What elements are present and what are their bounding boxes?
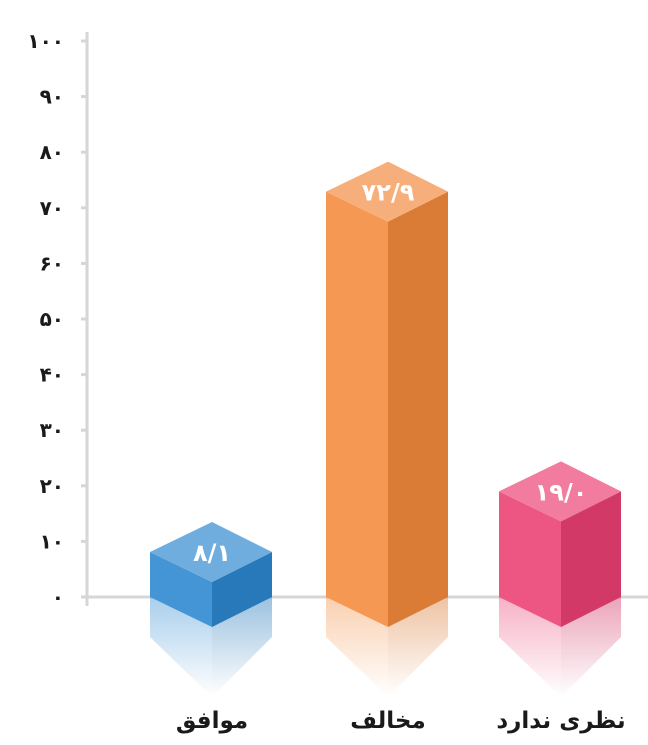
bar-front-face	[326, 191, 388, 627]
bar-value-label: ۱۹/۰	[535, 478, 588, 506]
bar-front-face	[150, 551, 212, 627]
bar: ۷۲/۹	[326, 161, 448, 627]
category-labels: موافق مخالف نظری ندارد	[176, 708, 626, 734]
bar-value-label: ۸/۱	[193, 539, 231, 567]
bar-value-label: ۷۲/۹	[362, 179, 415, 207]
category-label: نظری ندارد	[496, 708, 625, 734]
bar-top-face	[150, 521, 272, 582]
y-tick-label: ۱۰	[40, 529, 64, 553]
bar: ۱۹/۰	[499, 461, 621, 627]
bars: ۸/۱ ۷۲/۹ ۱۹/۰	[150, 161, 621, 627]
category-label: مخالف	[350, 708, 425, 734]
y-tick-label: ۱۰۰	[27, 29, 64, 53]
y-tick-label: ۴۰	[40, 363, 64, 387]
y-tick-label: ۶۰	[40, 251, 64, 275]
category-label: موافق	[176, 708, 248, 734]
bar-side-face	[212, 551, 272, 627]
y-axis-ticks: ۰ ۱۰ ۲۰ ۳۰ ۴۰ ۵۰ ۶۰ ۷۰ ۸۰ ۹۰ ۱۰۰	[27, 29, 87, 609]
bar-side-face	[561, 491, 621, 627]
y-tick-label: ۳۰	[40, 418, 64, 442]
y-tick-label: ۷۰	[40, 196, 64, 220]
bar-front-face	[499, 491, 561, 627]
y-tick-label: ۵۰	[40, 307, 64, 331]
bar-top-face	[326, 161, 448, 222]
y-tick-label: ۰	[52, 585, 64, 609]
y-tick-label: ۸۰	[40, 140, 64, 164]
bar: ۸/۱	[150, 521, 272, 627]
y-tick-label: ۹۰	[40, 85, 64, 109]
bar-top-face	[499, 461, 621, 522]
y-tick-label: ۲۰	[40, 474, 64, 498]
bar-side-face	[388, 191, 448, 627]
